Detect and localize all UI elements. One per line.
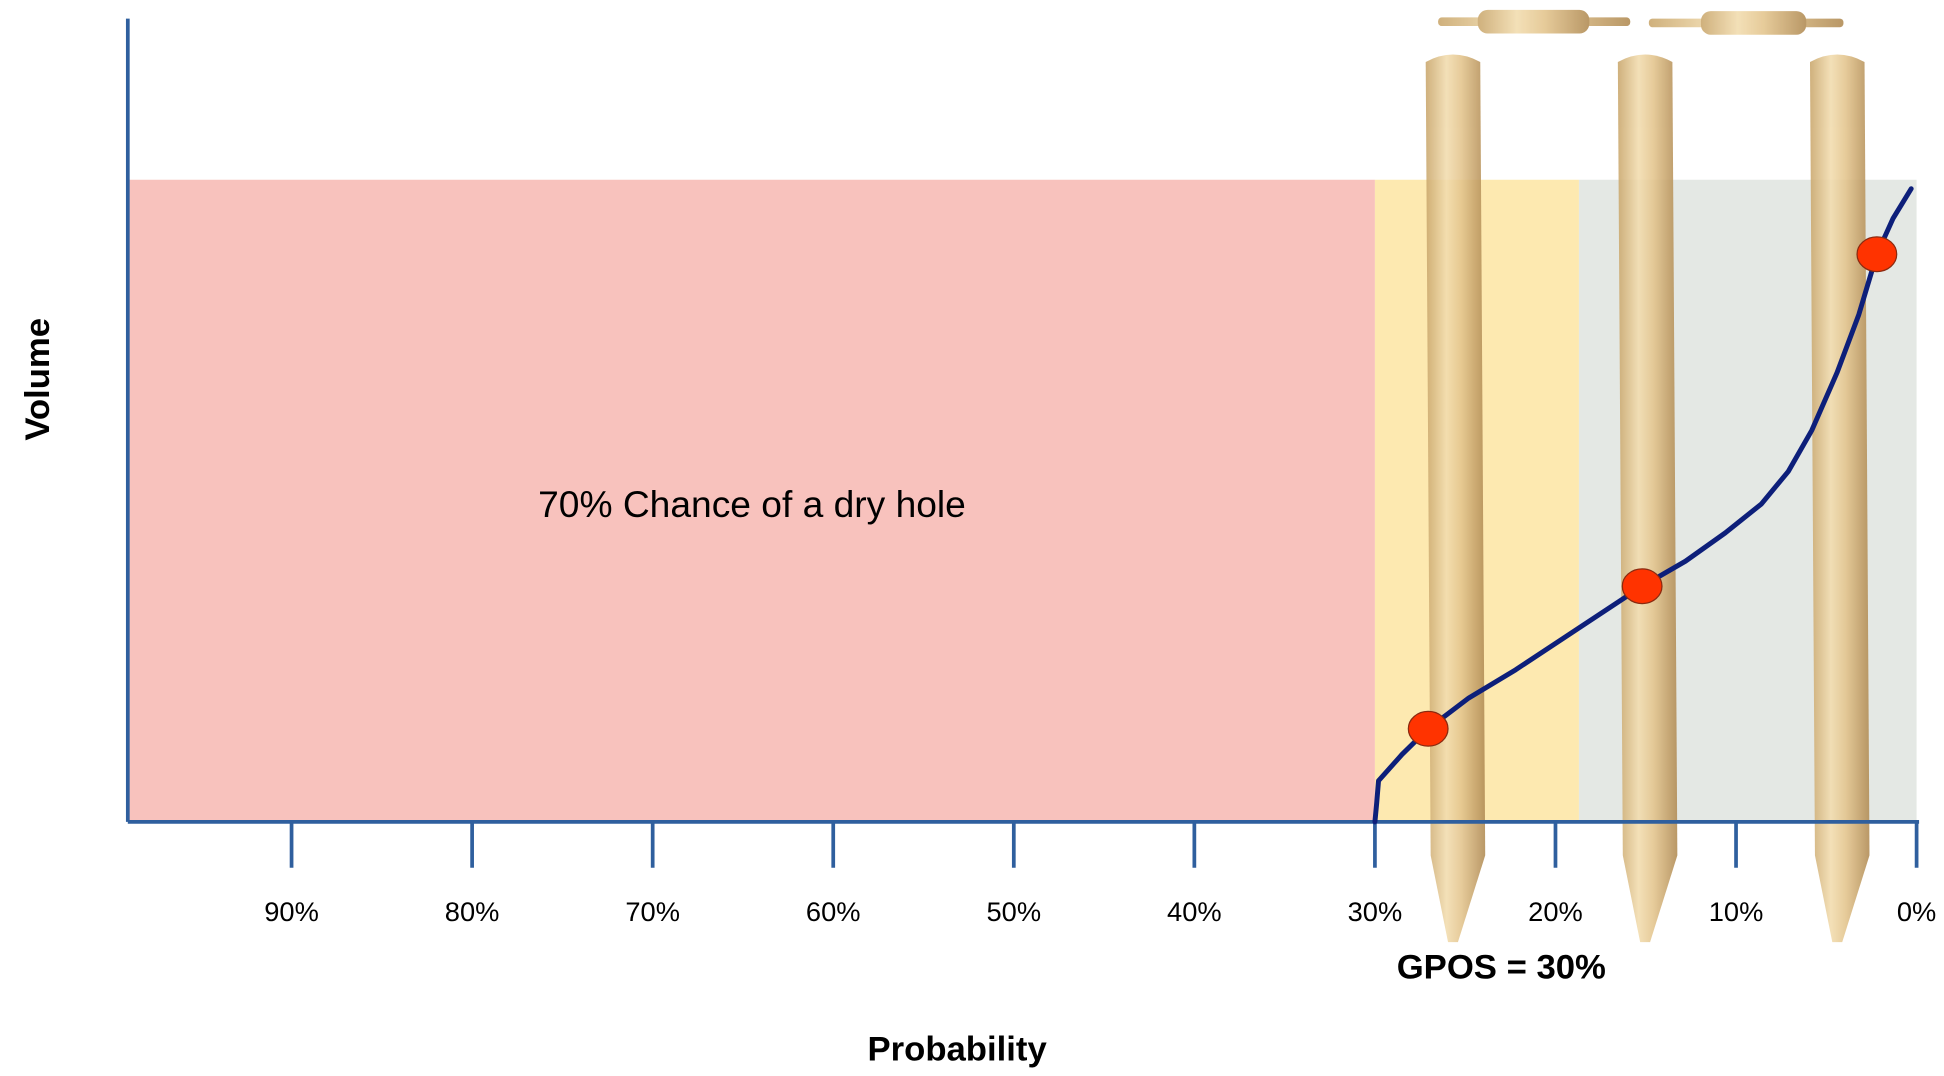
stump [1617,54,1678,943]
annotation: 70% Chance of a dry hole [538,483,966,525]
x-tick-label: 10% [1709,896,1764,927]
bail [1438,9,1631,34]
probability-region [129,179,1375,822]
x-tick-label: 50% [987,896,1042,927]
x-tick-label: 0% [1897,896,1936,927]
bail [1648,11,1844,35]
y-axis-title: Volume [19,318,57,441]
x-tick-label: 20% [1528,896,1583,927]
foreground-layer: Probability Volume 90% 80% 70% 60% 50% 40% 30%… [19,18,1936,1068]
stump [1425,54,1486,943]
curve-marker [1407,710,1449,747]
annotation: GPOS = 30% [1397,949,1606,987]
x-tick-label: 40% [1167,896,1222,927]
x-tick-label: 60% [806,896,861,927]
stump [1809,54,1870,943]
x-tick-label: 90% [264,896,319,927]
x-tick-label: 70% [625,896,680,927]
curve-marker [1621,568,1663,605]
volume-curve [1372,186,1914,825]
x-tick-label: 30% [1348,896,1403,927]
x-axis-title: Probability [867,1030,1047,1068]
x-tick-label: 80% [445,896,500,927]
curve-marker [1856,236,1898,273]
